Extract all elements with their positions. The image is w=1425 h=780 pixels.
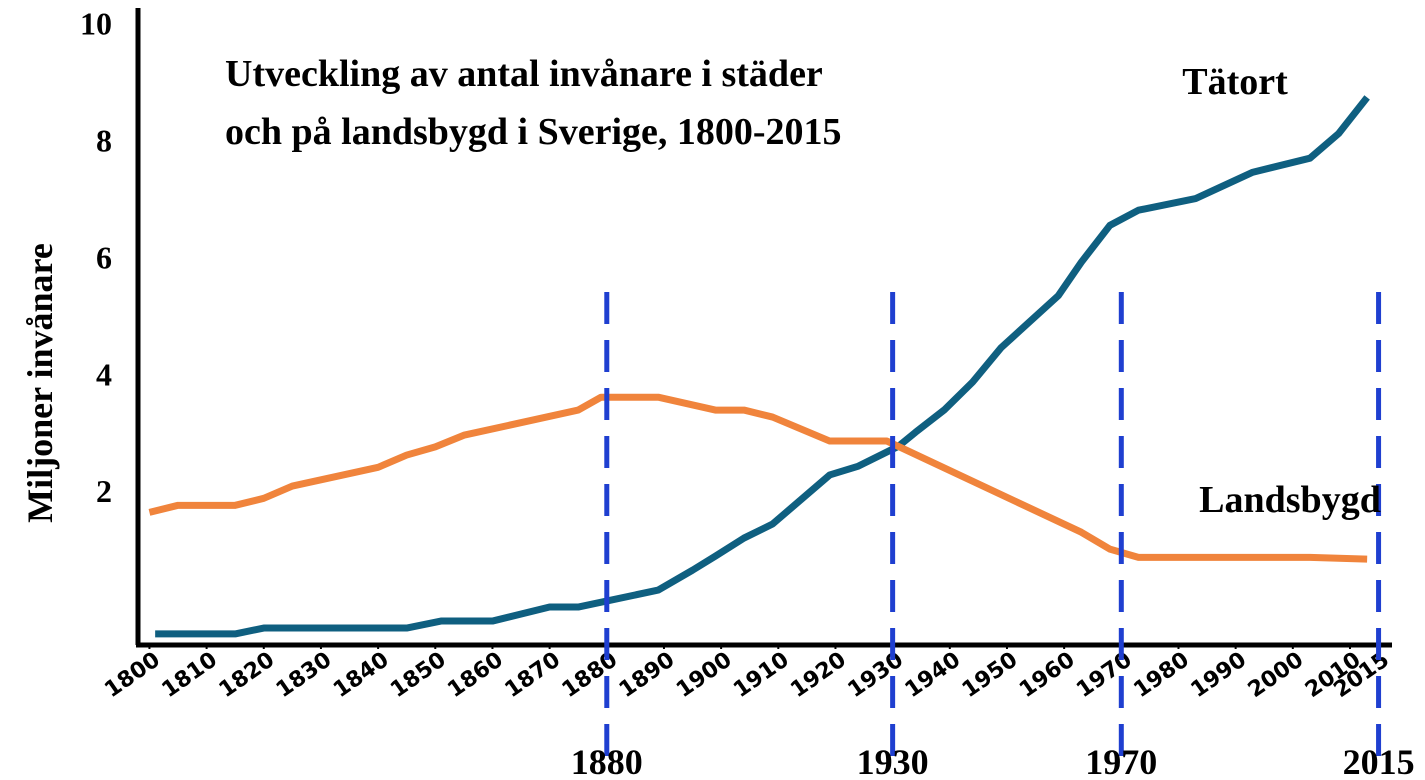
x-tick-label: 1860 bbox=[443, 647, 507, 703]
x-tick-label: 1950 bbox=[958, 647, 1022, 703]
x-tick-label: 2000 bbox=[1244, 647, 1308, 703]
series-label: Landsbygd bbox=[1199, 479, 1381, 521]
x-tick-label: 1830 bbox=[272, 647, 336, 703]
y-tick-label: 10 bbox=[80, 6, 112, 42]
x-tick-label: 1880 bbox=[558, 647, 622, 703]
x-tick-label: 1840 bbox=[329, 647, 393, 703]
x-tick-label: 1980 bbox=[1129, 647, 1193, 703]
line-series bbox=[148, 393, 1368, 563]
marker-label: 2015 bbox=[1343, 742, 1415, 780]
chart-title: Utveckling av antal invånare i städer bbox=[225, 53, 823, 95]
y-axis-label: Miljoner invånare bbox=[20, 243, 60, 523]
x-tick-label: 1970 bbox=[1072, 647, 1136, 703]
marker-label: 1970 bbox=[1085, 742, 1157, 780]
x-tick-label: 1900 bbox=[672, 647, 736, 703]
line-series bbox=[155, 95, 1370, 638]
x-tick-label: 1960 bbox=[1015, 647, 1079, 703]
x-tick-label: 1910 bbox=[729, 647, 793, 703]
x-tick-label: 1920 bbox=[786, 647, 850, 703]
x-tick-label: 1800 bbox=[100, 647, 164, 703]
x-tick-label: 1850 bbox=[386, 647, 450, 703]
x-tick-label: 1820 bbox=[215, 647, 279, 703]
x-tick-label: 1810 bbox=[158, 647, 222, 703]
x-tick-label: 1990 bbox=[1187, 647, 1251, 703]
marker-label: 1930 bbox=[857, 742, 929, 780]
x-tick-label: 1940 bbox=[901, 647, 965, 703]
y-tick-label: 4 bbox=[96, 356, 112, 392]
y-tick-label: 2 bbox=[96, 473, 112, 509]
chart-title: och på landsbygd i Sverige, 1800-2015 bbox=[225, 111, 842, 153]
x-tick-label: 1870 bbox=[501, 647, 565, 703]
y-tick-label: 6 bbox=[96, 239, 112, 275]
marker-label: 1880 bbox=[571, 742, 643, 780]
series-label: Tätort bbox=[1182, 61, 1288, 103]
y-tick-label: 8 bbox=[96, 122, 112, 158]
x-tick-label: 1890 bbox=[615, 647, 679, 703]
x-tick-label: 1930 bbox=[844, 647, 908, 703]
